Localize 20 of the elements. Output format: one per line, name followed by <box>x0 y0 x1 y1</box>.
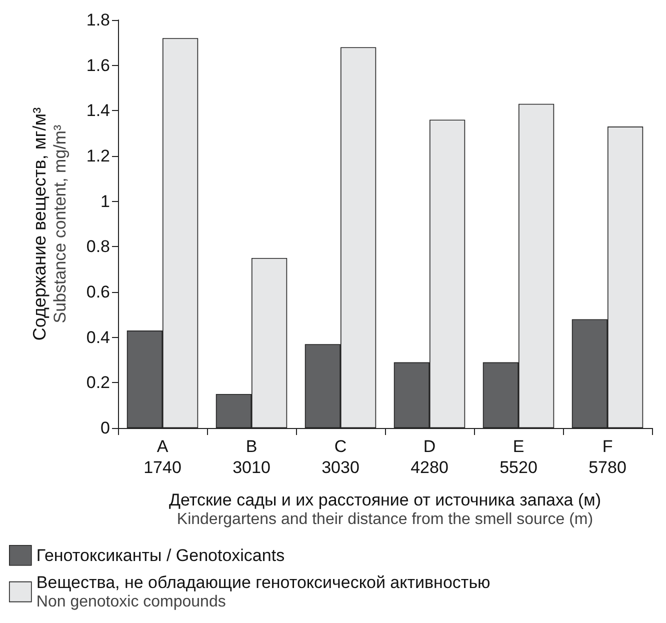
x-tick-label: C 3030 <box>322 437 360 477</box>
y-tick-label: 0.2 <box>86 373 110 392</box>
x-axis-title: Детские сады и их расстояние от источника запаха (м) Kindergartens and their distance from the smell source (m) <box>169 490 601 528</box>
y-tick-label: 1 <box>100 192 110 211</box>
y-tick-label: 1.8 <box>86 10 110 30</box>
x-tick-label: B 3010 <box>232 437 270 477</box>
y-tick-label: 0.4 <box>86 328 110 347</box>
y-tick-label: 0.6 <box>86 282 110 302</box>
x-tick-label: F 5780 <box>588 437 626 477</box>
y-axis-title: Содержание веществ, мг/м³ Substance content, mg/m³ <box>30 107 70 341</box>
x-tick-label: E 5520 <box>500 437 538 477</box>
y-tick-label: 1.6 <box>86 56 110 75</box>
y-tick-label: 1.4 <box>86 101 110 120</box>
x-tick-label: D 4280 <box>410 437 448 477</box>
y-tick-label: 1.2 <box>86 146 110 166</box>
x-tick-label: A 1740 <box>144 437 182 477</box>
legend-label: Вещества, не обладающие генотоксической активностью Non genotoxic compounds <box>36 572 491 610</box>
y-tick-label: 0 <box>100 418 110 438</box>
legend-label: Генотоксиканты / Genotoxicants <box>36 546 285 565</box>
y-tick-label: 0.8 <box>86 237 110 256</box>
